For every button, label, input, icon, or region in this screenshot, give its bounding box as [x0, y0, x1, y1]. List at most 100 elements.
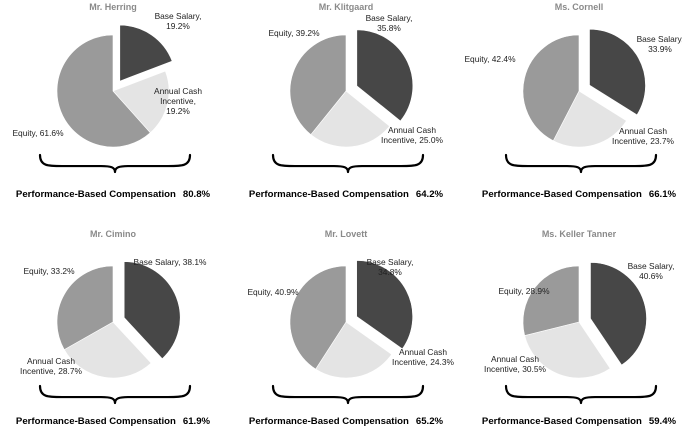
pie-chart-panel: Mr. Cimino Base Salary, 38.1% Annual Cash I… [16, 229, 211, 427]
slice-label-line: 19.2% [166, 21, 190, 31]
performance-value: 65.2% [416, 416, 444, 427]
performance-caption: Performance-Based Compensation 66.1% [482, 189, 677, 200]
performance-value: 61.9% [183, 416, 211, 427]
chart-title: Mr. Klitgaard [319, 2, 374, 12]
pie-slice-aci [552, 90, 627, 148]
slice-label-line: Equity, 33.2% [23, 266, 75, 276]
performance-caption: Performance-Based Compensation 64.2% [249, 189, 444, 200]
pie-slice-base [119, 24, 173, 82]
performance-label: Performance-Based Compensation [249, 189, 409, 200]
slice-label-line: 33.9% [648, 44, 672, 54]
performance-label: Performance-Based Compensation [16, 416, 176, 427]
pie-slice-base [590, 262, 647, 366]
chart-title: Mr. Lovett [325, 229, 368, 239]
performance-value: 59.4% [649, 416, 677, 427]
grouping-brace [504, 384, 658, 405]
pie-slice-base [356, 29, 414, 122]
slice-label-aci: Annual Cash Incentive, 25.0% [381, 125, 443, 145]
pie-slice-equity [289, 34, 347, 136]
slice-label-line: Incentive, 28.7% [20, 366, 82, 376]
slice-label-equity: Equity, 39.2% [268, 28, 320, 38]
pie-slice-base [123, 261, 181, 360]
performance-caption: Performance-Based Compensation 61.9% [16, 416, 211, 427]
slice-label-equity: Equity, 33.2% [23, 266, 75, 276]
slice-label-aci: Annual Cash Incentive, 19.2% [154, 86, 202, 116]
performance-label: Performance-Based Compensation [249, 416, 409, 427]
pie-slice-aci [63, 321, 152, 379]
slice-label-aci: Annual Cash Incentive, 24.3% [392, 347, 454, 367]
slice-label-aci: Annual Cash Incentive, 30.5% [484, 354, 546, 374]
performance-label: Performance-Based Compensation [482, 189, 642, 200]
slice-label-line: Equity, 39.2% [268, 28, 320, 38]
slice-label-line: 35.8% [377, 23, 401, 33]
pie-slice-equity [56, 34, 151, 148]
slice-label-line: Base Salary, [367, 257, 414, 267]
performance-value: 80.8% [183, 189, 211, 200]
performance-caption: Performance-Based Compensation 65.2% [249, 416, 444, 427]
pie-chart-panel: Ms. Cornell Base Salary, 33.9% Annual Cash I… [464, 2, 682, 200]
slice-label-line: Equity, 42.4% [464, 54, 516, 64]
grouping-brace [38, 153, 192, 174]
slice-label-line: 19.2% [166, 106, 190, 116]
slice-label-line: Equity, 28.9% [498, 286, 550, 296]
performance-caption: Performance-Based Compensation 59.4% [482, 416, 677, 427]
slice-label-equity: Equity, 28.9% [498, 286, 550, 296]
performance-value: 64.2% [416, 189, 444, 200]
chart-title: Ms. Keller Tanner [542, 229, 617, 239]
slice-label-aci: Annual Cash Incentive, 28.7% [20, 356, 82, 376]
slice-label-line: Base Salary, [366, 13, 413, 23]
pie-slice-equity [56, 265, 114, 350]
slice-label-base: Base Salary, 19.2% [155, 11, 202, 31]
slice-label-base: Base Salary, 40.6% [628, 261, 675, 281]
grouping-brace [271, 384, 425, 405]
slice-label-base: Base Salary, 38.1% [134, 257, 207, 267]
performance-label: Performance-Based Compensation [16, 189, 176, 200]
chart-title: Mr. Cimino [90, 229, 137, 239]
pie-slice-equity [289, 265, 347, 370]
pie-slice-base [356, 260, 413, 350]
slice-label-line: Annual Cash [388, 125, 436, 135]
pie-slice-base [589, 28, 646, 116]
performance-value: 66.1% [649, 189, 677, 200]
slice-label-line: Incentive, 24.3% [392, 357, 454, 367]
slice-label-line: Incentive, 25.0% [381, 135, 443, 145]
performance-caption: Performance-Based Compensation 80.8% [16, 189, 211, 200]
slice-label-line: Annual Cash [27, 356, 75, 366]
slice-label-line: Annual Cash [399, 347, 447, 357]
slice-label-line: Base Salary, 38.1% [134, 257, 207, 267]
pie-slice-aci [112, 70, 170, 134]
slice-label-line: Annual Cash [619, 126, 667, 136]
slice-label-line: Incentive, [160, 96, 196, 106]
pie-slice-aci [310, 90, 391, 148]
grouping-brace [38, 384, 192, 405]
chart-title: Ms. Cornell [555, 2, 604, 12]
slice-label-base: Base Salary, 33.9% [637, 34, 682, 54]
slice-label-base: Base Salary, 35.8% [366, 13, 413, 33]
slice-label-line: Base Salary, [628, 261, 675, 271]
slice-label-line: 34.8% [378, 267, 402, 277]
slice-label-line: Annual Cash [154, 86, 202, 96]
pie-slice-aci [524, 321, 611, 379]
slice-label-line: Equity, 61.6% [12, 128, 64, 138]
slice-label-line: Annual Cash [491, 354, 539, 364]
slice-label-line: Base Salary, [637, 34, 682, 44]
slice-label-equity: Equity, 61.6% [12, 128, 64, 138]
grouping-brace [504, 153, 658, 174]
slice-label-equity: Equity, 40.9% [247, 287, 299, 297]
slice-label-base: Base Salary, 34.8% [367, 257, 414, 277]
slice-label-aci: Annual Cash Incentive, 23.7% [612, 126, 674, 146]
grouping-brace [271, 153, 425, 174]
pie-slice-aci [315, 321, 393, 379]
pie-slice-equity [522, 34, 580, 142]
pie-slice-equity [522, 265, 580, 336]
slice-label-line: Incentive, 23.7% [612, 136, 674, 146]
slice-label-line: 40.6% [639, 271, 663, 281]
pie-chart-panel: Mr. Lovett Base Salary, 34.8% Annual Cash In… [247, 229, 454, 427]
slice-label-line: Base Salary, [155, 11, 202, 21]
pie-chart-panel: Ms. Keller Tanner Base Salary, 40.6% Annual… [482, 229, 677, 427]
chart-title: Mr. Herring [89, 2, 137, 12]
slice-label-line: Incentive, 30.5% [484, 364, 546, 374]
